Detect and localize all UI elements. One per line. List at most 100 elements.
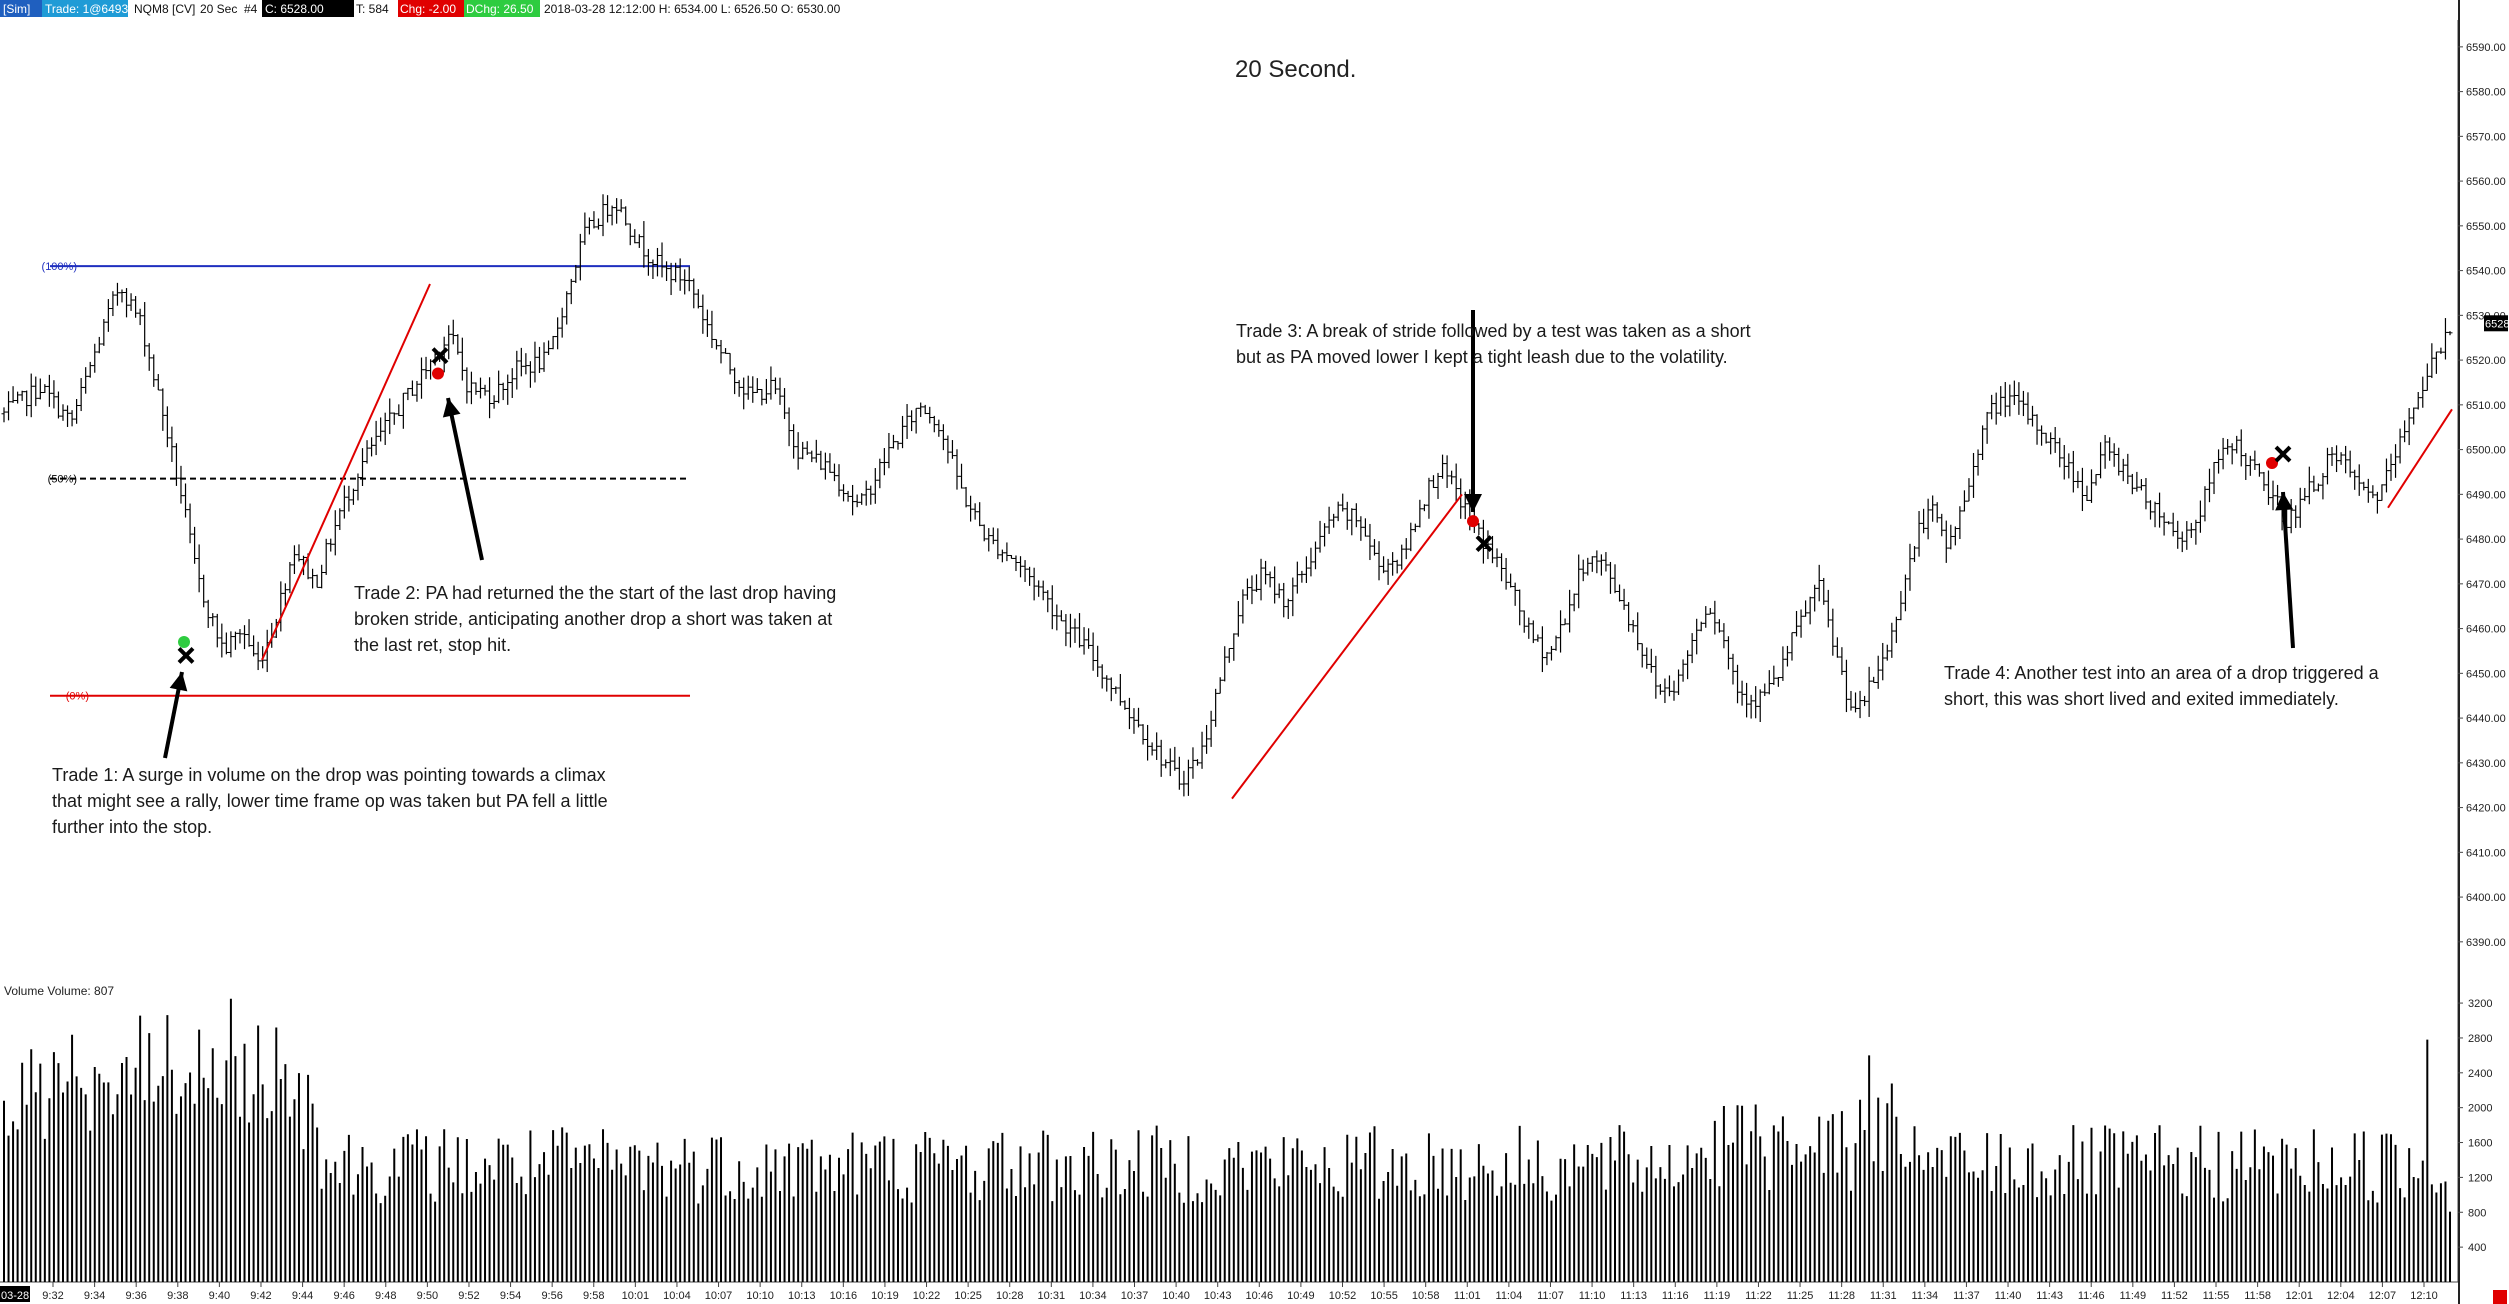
- time-tick-label: 12:07: [2369, 1290, 2397, 1302]
- time-tick-label: 10:28: [996, 1290, 1024, 1302]
- price-tick-label: 6560.00: [2466, 176, 2506, 188]
- volume-tick-label: 1200: [2468, 1172, 2492, 1184]
- fib-retracement[interactable]: (100%) (50%) (0%): [42, 261, 690, 703]
- price-tick-label: 6470.00: [2466, 579, 2506, 591]
- volume-panel-label: Volume Volume: 807: [4, 984, 115, 998]
- num-label: #4: [244, 2, 258, 16]
- time-tick-label: 9:46: [333, 1290, 354, 1302]
- exit-marker: [1475, 535, 1493, 552]
- price-tick-label: 6520.00: [2466, 355, 2506, 367]
- exit-marker: [177, 647, 195, 664]
- time-tick-label: 9:34: [84, 1290, 105, 1302]
- time-tick-label: 11:40: [1995, 1290, 2022, 1302]
- time-tick-label: 10:49: [1287, 1290, 1315, 1302]
- time-tick-label: 9:44: [292, 1290, 313, 1302]
- time-tick-label: 12:10: [2410, 1290, 2438, 1302]
- time-tick-label: 11:49: [2119, 1290, 2146, 1302]
- time-tick-label: 10:55: [1370, 1290, 1398, 1302]
- price-tick-label: 6430.00: [2466, 758, 2506, 770]
- time-tick-label: 11:52: [2161, 1290, 2188, 1302]
- time-tick-label: 10:46: [1246, 1290, 1274, 1302]
- date-label: 03-28: [1, 1290, 29, 1302]
- time-tick-label: 9:36: [125, 1290, 146, 1302]
- time-tick-label: 10:25: [954, 1290, 982, 1302]
- price-scrollbar[interactable]: [2458, 0, 2460, 1304]
- sim-badge: [0, 0, 42, 17]
- price-tick-label: 6510.00: [2466, 400, 2506, 412]
- time-tick-label: 12:04: [2327, 1290, 2355, 1302]
- trend-lines[interactable]: [261, 283, 2453, 800]
- trend-line: [261, 283, 431, 661]
- time-tick-label: 11:31: [1870, 1290, 1897, 1302]
- time-tick-label: 9:48: [375, 1290, 396, 1302]
- trend-line: [2387, 408, 2453, 509]
- volume-bars: [3, 998, 2451, 1282]
- symbol-label: NQM8 [CV]: [134, 2, 195, 16]
- price-tick-label: 6390.00: [2466, 937, 2506, 949]
- time-tick-label: 9:38: [167, 1290, 188, 1302]
- trade-markers: [177, 347, 2292, 664]
- time-tick-label: 10:40: [1162, 1290, 1190, 1302]
- volume-tick-label: 2400: [2468, 1068, 2492, 1080]
- time-tick-label: 11:28: [1828, 1290, 1855, 1302]
- entry-marker: [432, 367, 444, 380]
- time-tick-label: 11:04: [1496, 1290, 1523, 1302]
- time-tick-label: 10:16: [830, 1290, 858, 1302]
- chg-label: Chg: -2.00: [400, 2, 456, 16]
- time-tick-label: 9:42: [250, 1290, 271, 1302]
- annotation-arrow: [2281, 491, 2295, 649]
- price-tick-label: 6440.00: [2466, 713, 2506, 725]
- time-tick-label: 11:55: [2203, 1290, 2230, 1302]
- time-tick-label: 10:37: [1121, 1290, 1149, 1302]
- time-tick-label: 10:01: [622, 1290, 650, 1302]
- time-tick-label: 9:56: [541, 1290, 562, 1302]
- volume-tick-label: 800: [2468, 1207, 2486, 1219]
- trade-label: Trade: 1@6493.50: [45, 2, 145, 16]
- fib-level-label: (0%): [66, 691, 89, 703]
- time-tick-label: 11:37: [1953, 1290, 1980, 1302]
- time-tick-label: 10:04: [663, 1290, 691, 1302]
- time-tick-label: 10:10: [746, 1290, 774, 1302]
- annotation-arrowhead: [2275, 492, 2294, 511]
- bar-info-label: 2018-03-28 12:12:00 H: 6534.00 L: 6526.5…: [544, 2, 841, 16]
- annotation-arrow: [446, 397, 484, 561]
- close-label: C: 6528.00: [265, 2, 324, 16]
- price-tick-label: 6400.00: [2466, 892, 2506, 904]
- time-tick-label: 11:43: [2036, 1290, 2063, 1302]
- entry-marker: [1467, 515, 1479, 528]
- time-tick-label: 11:10: [1579, 1290, 1606, 1302]
- time-tick-label: 11:01: [1454, 1290, 1481, 1302]
- trade-badge: [42, 0, 128, 17]
- time-tick-label: 10:19: [871, 1290, 899, 1302]
- time-tick-label: 10:22: [913, 1290, 941, 1302]
- time-tick-label: 10:43: [1204, 1290, 1232, 1302]
- price-tick-label: 6450.00: [2466, 668, 2506, 680]
- corner-marker[interactable]: [2493, 1290, 2507, 1304]
- annotation-trade-3: Trade 3: A break of stride followed by a…: [1236, 321, 1751, 367]
- annotation-trade-1: Trade 1: A surge in volume on the drop w…: [52, 765, 608, 837]
- ticks-label: T: 584: [356, 2, 389, 16]
- price-tick-label: 6540.00: [2466, 266, 2506, 278]
- trend-line: [1231, 493, 1463, 800]
- time-tick-label: 11:07: [1537, 1290, 1564, 1302]
- time-tick-label: 11:25: [1787, 1290, 1814, 1302]
- time-tick-label: 11:34: [1911, 1290, 1938, 1302]
- time-tick-label: 9:50: [417, 1290, 438, 1302]
- time-tick-label: 10:13: [788, 1290, 816, 1302]
- time-tick-label: 10:34: [1079, 1290, 1107, 1302]
- price-bars: [1, 194, 2453, 797]
- price-axis: 6590.00 6580.00 6570.00 6560.00 6550.00 6540.…: [2458, 42, 2506, 949]
- time-axis: 9:32 9:34 9:36 9:38 9:40 9:42 9:44 9:46 9:48 9:50…: [0, 1282, 2438, 1302]
- price-tick-label: 6460.00: [2466, 624, 2506, 636]
- annotation-arrowhead: [442, 398, 461, 418]
- time-tick-label: 11:16: [1662, 1290, 1689, 1302]
- interval-label: 20 Sec: [200, 2, 237, 16]
- volume-tick-label: 400: [2468, 1242, 2486, 1254]
- last-price-badge: [2484, 315, 2508, 332]
- exit-marker: [431, 347, 449, 365]
- annotation-trade-4: Trade 4: Another test into an area of a …: [1944, 663, 2379, 709]
- time-tick-label: 10:07: [705, 1290, 733, 1302]
- time-tick-label: 9:52: [458, 1290, 479, 1302]
- time-tick-label: 9:32: [42, 1290, 63, 1302]
- sim-label: [Sim]: [3, 2, 30, 16]
